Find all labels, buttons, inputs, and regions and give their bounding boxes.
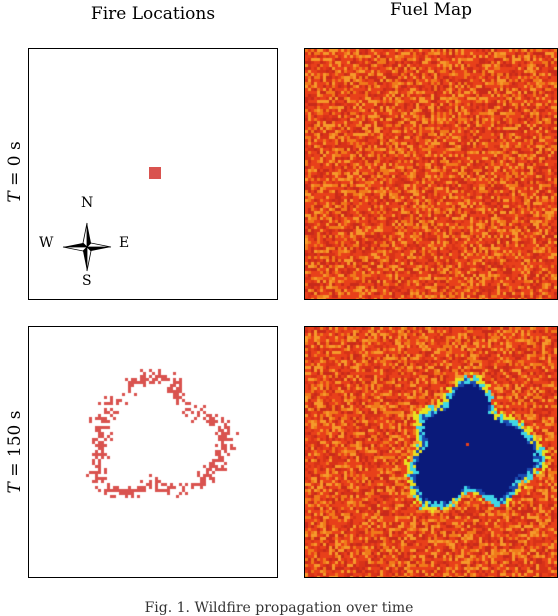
- fuel-map-panel-t150: [304, 326, 558, 578]
- compass-west-label: W: [39, 235, 54, 251]
- fuel-map-panel-t0: [304, 48, 558, 300]
- fire-ignition-cell: [149, 167, 161, 179]
- row-label-t0-rest: = 0 s: [5, 141, 25, 192]
- row-label-t150: T = 150 s: [5, 397, 25, 507]
- row-label-t150-var: T: [5, 482, 25, 494]
- compass-east-label: E: [119, 235, 130, 251]
- compass-rose-icon: [62, 222, 112, 272]
- compass-north-label: N: [81, 195, 94, 211]
- compass-south-label: S: [82, 273, 92, 289]
- row-label-t0-var: T: [5, 191, 25, 203]
- row-label-t150-rest: = 150 s: [5, 410, 25, 483]
- fuel-map-heatmap-t150: [305, 327, 557, 577]
- fuel-map-heatmap-t0: [305, 49, 557, 299]
- figure-caption: Fig. 1. Wildfire propagation over time: [144, 600, 414, 616]
- fire-front-ring-t150: [29, 327, 277, 577]
- fire-panel-t0: N S E W: [28, 48, 278, 300]
- row-label-t0: T = 0 s: [5, 127, 25, 217]
- fire-locations-title: Fire Locations: [90, 4, 216, 24]
- fire-panel-t150: [28, 326, 278, 578]
- fuel-map-title: Fuel Map: [389, 0, 473, 20]
